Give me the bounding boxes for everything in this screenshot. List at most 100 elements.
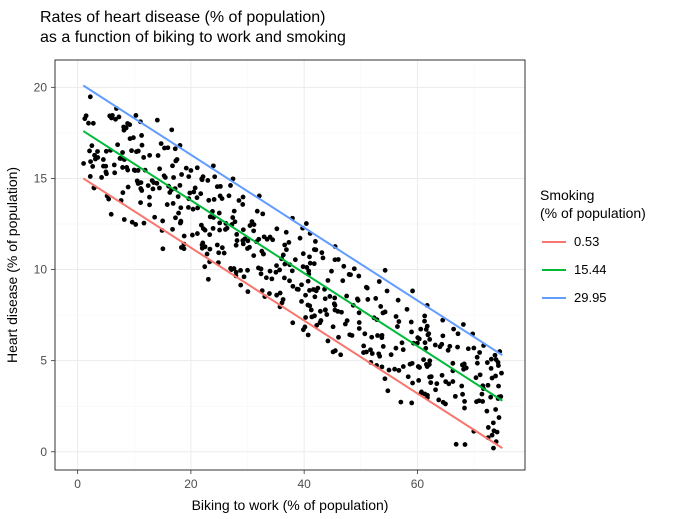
data-point [424,327,429,332]
data-point [202,264,207,269]
data-point [125,168,130,173]
data-point [323,296,328,301]
data-point [160,219,165,224]
data-point [357,326,362,331]
data-point [497,415,502,420]
data-point [410,289,415,294]
data-point [461,322,466,327]
data-point [306,333,311,338]
data-point [463,442,468,447]
data-point [364,285,369,290]
data-point [234,232,239,237]
data-point [241,241,246,246]
data-point [281,297,286,302]
data-point [167,190,172,195]
data-point [474,399,479,404]
data-point [126,185,131,190]
data-point [299,299,304,304]
data-point [347,272,352,277]
data-point [418,327,423,332]
data-point [215,184,220,189]
data-point [450,361,455,366]
data-point [318,309,323,314]
data-point [211,226,216,231]
data-point [176,211,181,216]
data-point [255,209,260,214]
data-point [329,269,334,274]
data-point [245,268,250,273]
data-point [136,149,141,154]
data-point [433,387,438,392]
data-point [163,175,168,180]
data-point [237,198,242,203]
data-point [308,261,313,266]
data-point [421,357,426,362]
data-point [251,228,256,233]
data-point [115,142,120,147]
data-point [217,211,222,216]
data-point [453,394,458,399]
data-point [485,360,490,365]
data-point [356,274,361,279]
data-point [284,230,289,235]
data-point [406,374,411,379]
chart-svg: Rates of heart disease (% of population)… [0,0,688,514]
data-point [140,143,145,148]
data-point [191,207,196,212]
data-point [309,308,314,313]
data-point [332,301,337,306]
data-point [377,279,382,284]
data-point [347,332,352,337]
data-point [307,254,312,259]
data-point [235,238,240,243]
data-point [304,221,309,226]
data-point [493,353,498,358]
data-point [86,121,91,126]
data-point [155,181,160,186]
data-point [312,294,317,299]
data-point [216,250,221,255]
data-point [90,164,95,169]
data-point [87,149,92,154]
data-point [151,186,156,191]
data-point [215,243,220,248]
data-point [182,234,187,239]
data-point [138,186,143,191]
data-point [171,175,176,180]
data-point [117,115,122,120]
data-point [451,327,456,332]
data-point [415,335,420,340]
data-point [81,161,86,166]
data-point [274,293,279,298]
data-point [333,348,338,353]
data-point [136,181,141,186]
data-point [122,217,127,222]
data-point [234,243,239,248]
data-point [383,376,388,381]
data-point [440,333,445,338]
data-point [191,190,196,195]
data-point [129,148,134,153]
data-point [377,354,382,359]
data-point [240,202,245,207]
data-point [398,400,403,405]
chart-container: Rates of heart disease (% of population)… [0,0,688,514]
data-point [303,315,308,320]
data-point [206,277,211,282]
data-point [462,362,467,367]
data-point [496,384,501,389]
data-point [436,397,441,402]
data-point [357,310,362,315]
x-tick-label: 0 [74,477,81,491]
y-tick-label: 10 [34,263,48,277]
data-point [103,169,108,174]
data-point [326,339,331,344]
data-point [491,446,496,451]
data-point [409,330,414,335]
data-point [89,143,94,148]
y-tick-label: 0 [40,445,47,459]
legend-title-line2: (% of population) [540,205,646,221]
data-point [454,442,459,447]
data-point [426,331,431,336]
data-point [385,289,390,294]
